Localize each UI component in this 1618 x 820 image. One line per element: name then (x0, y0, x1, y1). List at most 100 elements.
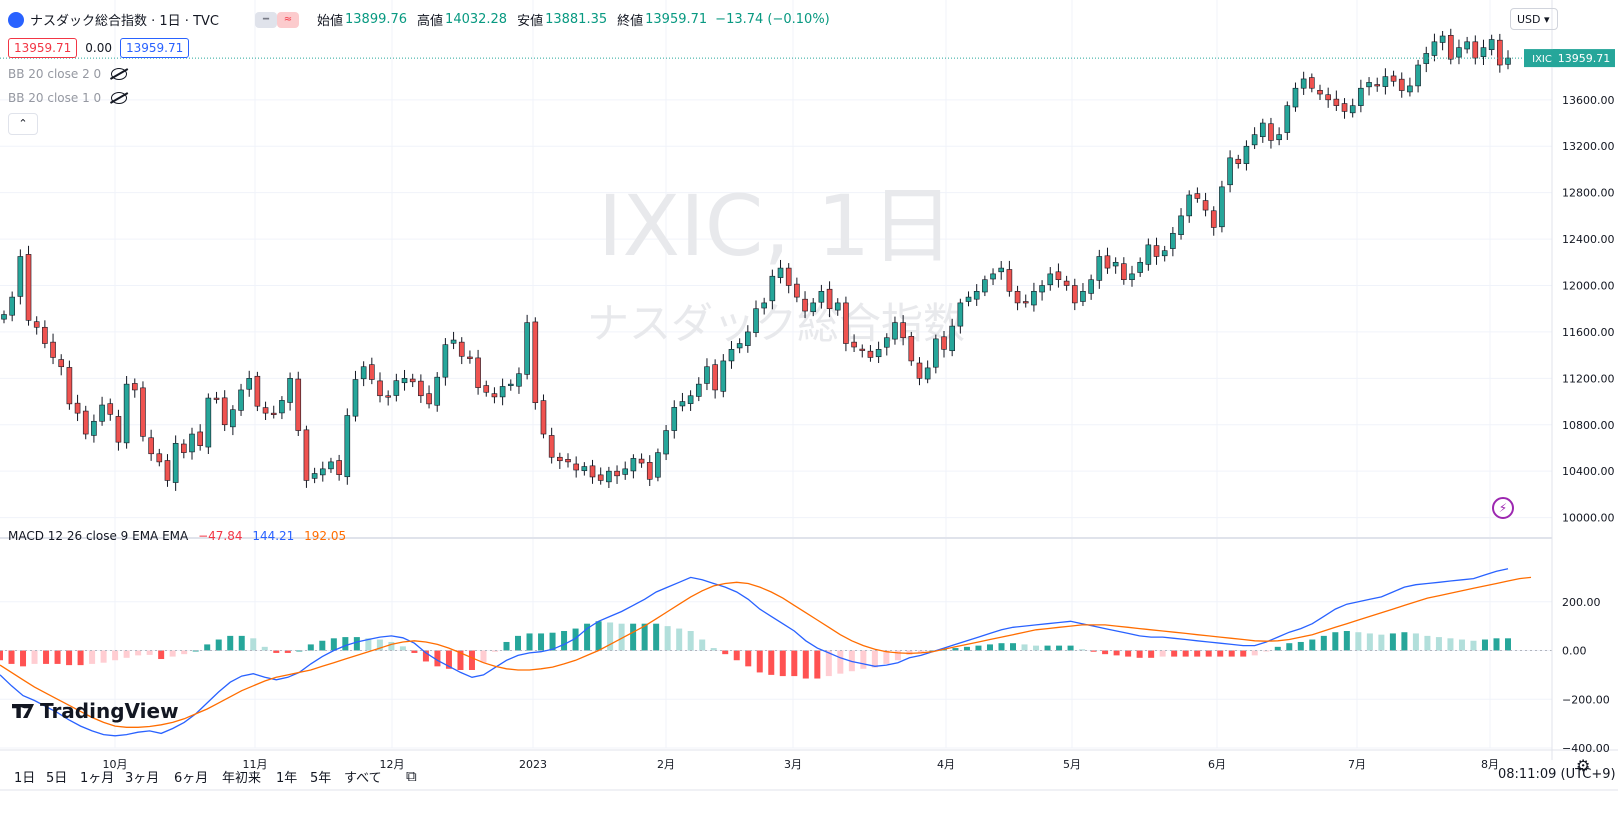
tradingview-mark-icon (12, 704, 34, 718)
candle (426, 385, 432, 409)
tf-1y[interactable]: 1年 (276, 771, 298, 786)
candle (115, 409, 122, 451)
candle (99, 396, 105, 426)
macd-histogram-bar (929, 650, 936, 652)
macd-histogram-bar (43, 650, 50, 664)
candle-body (1431, 41, 1438, 56)
ask-box[interactable]: 13959.71 (119, 38, 190, 58)
eye-hidden-icon[interactable] (111, 92, 128, 104)
tf-1d[interactable]: 1日 (14, 771, 36, 786)
macd-histogram-bar (353, 637, 360, 651)
candle (1080, 283, 1086, 307)
candle-body (1063, 280, 1070, 286)
candle (42, 320, 48, 349)
candle-body (1456, 47, 1462, 58)
date-range-icon[interactable]: ⧉ (406, 767, 417, 785)
bid-box[interactable]: 13959.71 (8, 38, 78, 58)
candle (843, 296, 849, 352)
candle-body (614, 470, 620, 477)
candle-body (761, 302, 767, 309)
macd-histogram-bar (584, 623, 591, 651)
candle (123, 376, 130, 449)
candle-body (826, 288, 833, 310)
candle-body (1243, 145, 1250, 164)
macd-histogram-bar (89, 650, 96, 664)
macd-histogram-bar (31, 650, 38, 664)
macd-histogram-bar (814, 650, 821, 679)
candle (1276, 127, 1282, 146)
watermark-subtitle: ナスダック総合指数 (587, 299, 965, 348)
candle (1251, 127, 1258, 150)
macd-legend[interactable]: MACD 12 26 close 9 EMA EMA −47.84 144.21… (8, 529, 346, 543)
candle-body (1358, 87, 1364, 106)
gear-icon[interactable]: ⚙ (1576, 756, 1591, 775)
candle-body (1317, 90, 1323, 95)
compare-toggle[interactable]: ━ ≈ (254, 11, 299, 28)
macd-histogram-bar (710, 648, 717, 651)
candle-body (532, 321, 539, 404)
candle-body (74, 402, 81, 414)
macd-histogram-bar (653, 623, 660, 651)
candle-body (1161, 250, 1168, 257)
tf-ytd[interactable]: 年初来 (222, 771, 262, 786)
minus-icon[interactable]: ━ (254, 11, 277, 28)
tf-6m[interactable]: 6ヶ月 (174, 771, 209, 786)
tf-3m[interactable]: 3ヶ月 (125, 771, 160, 786)
candle-body (33, 321, 40, 328)
tf-5d[interactable]: 5日 (46, 771, 68, 786)
header-bar: ナスダック総合指数 · 1日 · TVC ━ ≈ 始値 13899.76 高値 … (8, 10, 836, 29)
candle-body (287, 378, 293, 403)
candle-body (1202, 200, 1209, 211)
bb-indicator-2[interactable]: BB 20 close 1 0 (8, 91, 128, 105)
candle (1047, 267, 1054, 291)
open-label: 始値 (316, 14, 343, 29)
macd-histogram-bar (491, 650, 498, 652)
macd-histogram-bar (1136, 650, 1143, 658)
candle (761, 297, 767, 315)
candle-body (1276, 134, 1282, 141)
macd-histogram-bar (1343, 631, 1350, 651)
approx-icon[interactable]: ≈ (276, 11, 299, 28)
macd-histogram-bar (952, 648, 959, 651)
tf-5y[interactable]: 5年 (310, 771, 332, 786)
candle (753, 300, 759, 338)
macd-histogram-bar (572, 628, 579, 651)
time-tick-label: 6月 (1208, 758, 1226, 771)
candle-body (246, 378, 253, 390)
macd-histogram-bar (561, 631, 568, 651)
candle (205, 393, 212, 454)
tf-all[interactable]: すべて (344, 771, 382, 786)
candle (630, 454, 637, 479)
currency-select[interactable]: USD ▾ (1510, 8, 1558, 30)
candle (548, 427, 555, 464)
candle (230, 405, 236, 436)
candle (164, 454, 171, 487)
time-tick-label: 4月 (937, 758, 955, 771)
macd-histogram-bar (1458, 639, 1465, 651)
macd-histogram-bar (215, 639, 222, 651)
macd-histogram-bar (8, 650, 15, 664)
candle-body (834, 302, 841, 311)
bb-indicator-1[interactable]: BB 20 close 2 0 (8, 67, 128, 81)
candle (270, 405, 277, 419)
macd-histogram-bar (917, 650, 924, 653)
candle-body (181, 443, 187, 453)
lightning-icon[interactable]: ⚡ (1492, 497, 1514, 519)
symbol-title[interactable]: ナスダック総合指数 · 1日 · TVC (30, 14, 219, 29)
collapse-legend-button[interactable]: ⌃ (8, 113, 38, 135)
candle-body (1488, 39, 1495, 50)
eye-hidden-icon[interactable] (111, 68, 128, 80)
candle (1, 310, 7, 324)
macd-histogram-bar (986, 644, 993, 651)
candle-body (1096, 256, 1103, 281)
candle (540, 394, 547, 439)
candle (393, 373, 400, 402)
candle-body (418, 380, 424, 397)
candle (1447, 28, 1454, 65)
candle-body (646, 462, 653, 480)
tf-1m[interactable]: 1ヶ月 (80, 771, 115, 786)
candle-body (450, 339, 457, 344)
clock[interactable]: 08:11:09 (UTC+9) (1498, 767, 1616, 782)
candle-body (1300, 78, 1307, 89)
